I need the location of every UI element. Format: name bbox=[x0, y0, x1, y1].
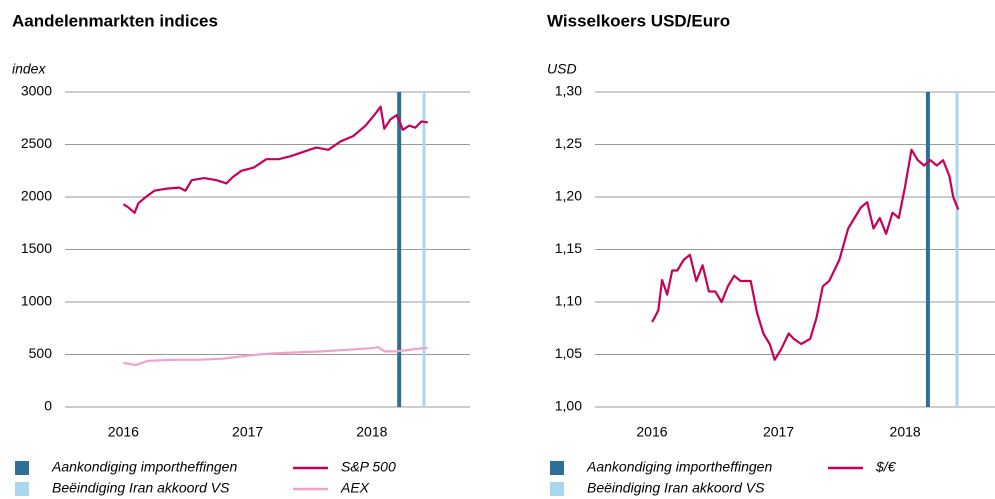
y-tick-label: 2000 bbox=[21, 188, 52, 204]
y-tick-label: 1,10 bbox=[555, 293, 582, 309]
y-axis-label: USD bbox=[547, 61, 577, 77]
series-line bbox=[651, 148, 960, 361]
legend-label: Aankondiging importheffingen bbox=[51, 459, 237, 475]
legend-swatch bbox=[15, 482, 29, 496]
y-tick-label: 1,00 bbox=[555, 398, 582, 414]
x-tick-label: 2018 bbox=[356, 424, 387, 440]
y-tick-label: 1,30 bbox=[555, 83, 582, 99]
y-tick-label: 2500 bbox=[21, 135, 52, 151]
legend-label: Aankondiging importheffingen bbox=[586, 459, 772, 475]
legend-swatch bbox=[15, 461, 29, 475]
y-tick-label: 3000 bbox=[21, 83, 52, 99]
x-tick-label: 2016 bbox=[108, 424, 139, 440]
y-tick-label: 1,15 bbox=[555, 240, 582, 256]
x-tick-label: 2017 bbox=[232, 424, 263, 440]
x-tick-label: 2017 bbox=[763, 424, 794, 440]
y-tick-label: 1,20 bbox=[555, 188, 582, 204]
legend-label: AEX bbox=[340, 480, 370, 496]
y-tick-label: 1000 bbox=[21, 293, 52, 309]
y-tick-label: 1,05 bbox=[555, 345, 582, 361]
chart-title: Wisselkoers USD/Euro bbox=[547, 11, 730, 30]
legend-swatch bbox=[550, 482, 564, 496]
chart-title: Aandelenmarkten indices bbox=[12, 11, 218, 30]
y-tick-label: 500 bbox=[29, 345, 53, 361]
x-tick-label: 2016 bbox=[636, 424, 667, 440]
legend-label: Beëindiging Iran akkoord VS bbox=[587, 480, 765, 496]
legend-label: Beëindiging Iran akkoord VS bbox=[52, 480, 230, 496]
legend-label: $/€ bbox=[875, 459, 897, 475]
legend-swatch bbox=[550, 461, 564, 475]
series-line bbox=[122, 105, 428, 214]
y-axis-label: index bbox=[12, 61, 46, 77]
legend-label: S&P 500 bbox=[341, 459, 396, 475]
y-tick-label: 0 bbox=[44, 398, 52, 414]
x-tick-label: 2018 bbox=[890, 424, 921, 440]
series-line bbox=[123, 346, 428, 367]
y-tick-label: 1,25 bbox=[555, 135, 582, 151]
y-tick-label: 1500 bbox=[21, 240, 52, 256]
